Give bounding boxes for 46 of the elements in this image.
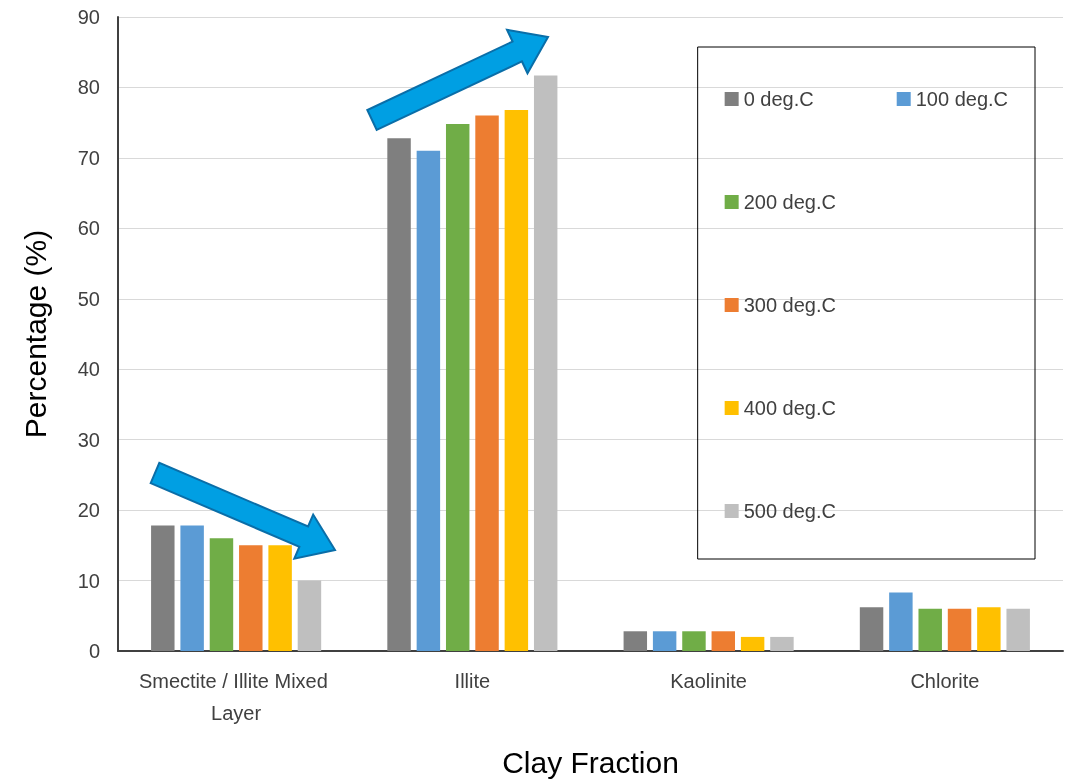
bar	[151, 525, 175, 651]
bar	[504, 109, 529, 651]
y-tick-label: 90	[77, 6, 100, 28]
y-tick-label: 70	[77, 146, 100, 169]
x-axis-title: Clay Fraction	[502, 745, 679, 779]
bar	[209, 538, 234, 651]
legend-label: 0 deg.C	[743, 88, 814, 110]
bar	[475, 115, 499, 651]
bar	[859, 607, 884, 651]
bar	[533, 75, 558, 651]
bar	[977, 607, 1001, 651]
bar	[682, 631, 706, 651]
y-tick-label: 0	[88, 640, 100, 662]
bar	[947, 608, 972, 651]
x-tick-label: Kaolinite	[670, 670, 747, 692]
bar	[623, 631, 648, 651]
bar	[1006, 608, 1030, 651]
y-tick-label: 60	[77, 217, 100, 240]
y-tick-label: 10	[77, 569, 100, 592]
bar	[652, 631, 677, 651]
legend-label: 400 deg.C	[743, 397, 836, 419]
bar	[268, 545, 292, 651]
legend-label: 300 deg.C	[743, 294, 836, 316]
legend-label: 200 deg.C	[743, 191, 836, 213]
bar	[416, 150, 441, 651]
bar	[180, 525, 204, 651]
bar	[770, 636, 794, 651]
legend-label: 500 deg.C	[743, 500, 836, 522]
x-tick-label: Illite	[454, 670, 491, 692]
bar	[740, 636, 765, 651]
bar	[445, 124, 470, 651]
y-tick-label: 40	[77, 358, 100, 381]
legend-label: 100 deg.C	[915, 88, 1008, 110]
x-tick-label: Smectite / Illite Mixed Layer	[138, 670, 334, 724]
y-tick-label: 80	[77, 76, 100, 99]
y-tick-label: 20	[77, 499, 100, 522]
y-tick-label: 50	[77, 287, 100, 310]
bar	[918, 608, 942, 651]
bar	[297, 580, 322, 651]
bar	[387, 138, 411, 651]
bar	[711, 631, 736, 651]
y-axis-title: Percentage (%)	[18, 229, 52, 439]
bar	[239, 545, 263, 651]
x-tick-label: Chlorite	[910, 670, 980, 692]
y-tick-label: 30	[77, 428, 100, 451]
bar	[889, 592, 913, 651]
